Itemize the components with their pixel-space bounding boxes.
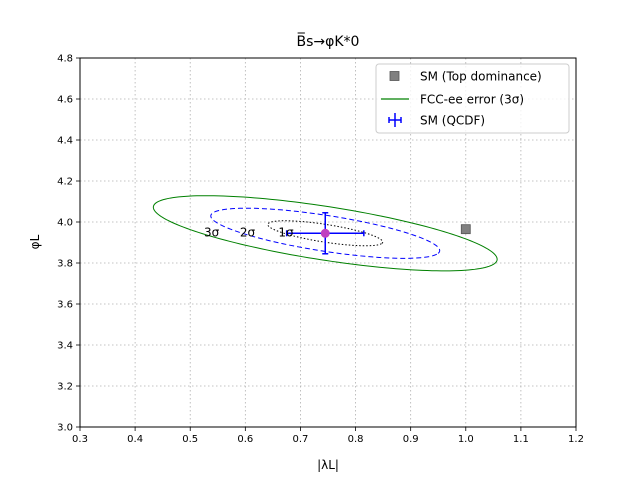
x-tick-label: 0.5 bbox=[182, 434, 198, 445]
y-tick-label: 4.2 bbox=[57, 177, 73, 188]
x-tick-label: 0.8 bbox=[348, 434, 364, 445]
sm-top-dominance-marker bbox=[460, 224, 471, 235]
x-tick-label: 1.1 bbox=[513, 434, 529, 445]
y-tick-label: 4.6 bbox=[57, 95, 73, 106]
x-tick-label: 0.7 bbox=[292, 434, 308, 445]
ellipse-1- bbox=[267, 220, 384, 247]
sigma-label: 2σ bbox=[240, 225, 256, 239]
x-tick-label: 0.6 bbox=[237, 434, 253, 445]
x-axis-label: |λL| bbox=[317, 458, 339, 472]
data-points bbox=[285, 212, 471, 255]
legend-box bbox=[375, 63, 570, 134]
x-tick-label: 0.3 bbox=[72, 434, 88, 445]
y-axis-ticks: 3.0 3.2 3.4 3.6 3.8 4.0 4.2 4.4 4.6 4.8 bbox=[57, 54, 80, 434]
x-tick-label: 1.0 bbox=[458, 434, 474, 445]
y-tick-label: 4.0 bbox=[57, 218, 73, 229]
sigma-annotations: 3σ 2σ 1σ bbox=[204, 225, 294, 239]
chart-title: B̅s→φK*0 bbox=[297, 32, 360, 50]
legend: SM (Top dominance) FCC-ee error (3σ) SM (Q… bbox=[375, 63, 570, 134]
legend-label: SM (QCDF) bbox=[420, 114, 485, 128]
y-tick-label: 3.6 bbox=[57, 300, 73, 311]
x-tick-label: 1.2 bbox=[568, 434, 584, 445]
legend-square-marker bbox=[389, 71, 400, 81]
ellipse-fcc-ee-error-3- bbox=[152, 195, 498, 272]
qcdf-central-marker bbox=[320, 228, 330, 238]
y-tick-label: 4.8 bbox=[57, 54, 73, 65]
x-tick-label: 0.9 bbox=[403, 434, 419, 445]
y-tick-label: 3.0 bbox=[57, 423, 73, 434]
y-tick-label: 3.8 bbox=[57, 259, 73, 270]
sigma-label: 3σ bbox=[204, 225, 220, 239]
legend-label: SM (Top dominance) bbox=[420, 70, 542, 84]
y-axis-label: φL bbox=[28, 234, 42, 249]
legend-label: FCC-ee error (3σ) bbox=[420, 93, 524, 107]
sigma-label: 1σ bbox=[278, 225, 294, 239]
x-axis-ticks: 0.3 0.4 0.5 0.6 0.7 0.8 0.9 1.0 1.1 1.2 bbox=[72, 427, 584, 445]
confidence-ellipses bbox=[152, 195, 498, 272]
y-tick-label: 4.4 bbox=[57, 136, 73, 147]
y-tick-label: 3.2 bbox=[57, 382, 73, 393]
ellipse-2- bbox=[210, 207, 441, 259]
y-tick-label: 3.4 bbox=[57, 341, 73, 352]
x-tick-label: 0.4 bbox=[127, 434, 143, 445]
plot-frame bbox=[79, 57, 577, 428]
